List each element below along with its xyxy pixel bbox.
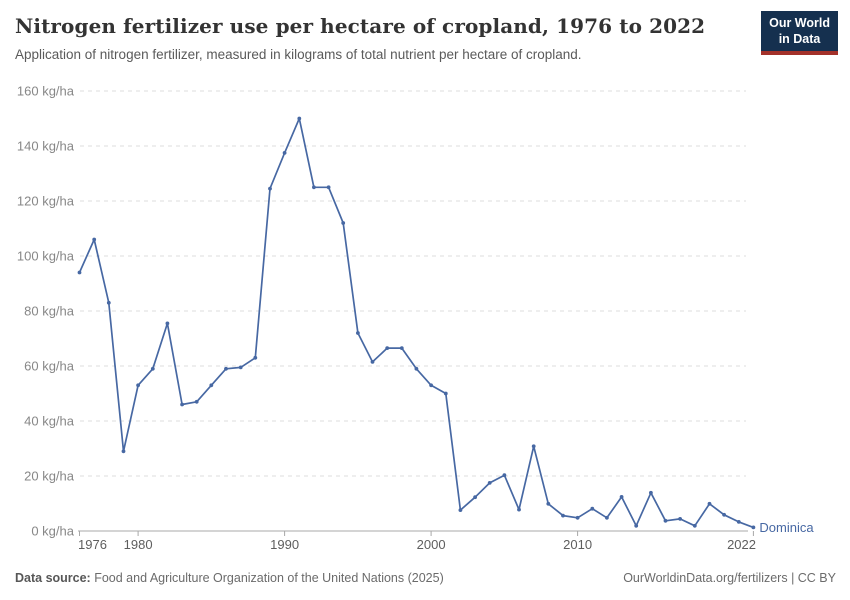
entity-label-dominica[interactable]: Dominica [759, 520, 814, 535]
data-point[interactable] [619, 495, 624, 499]
data-point[interactable] [736, 520, 741, 524]
chart-subtitle: Application of nitrogen fertilizer, meas… [15, 47, 582, 62]
data-point[interactable] [341, 221, 346, 225]
data-point[interactable] [370, 360, 375, 364]
chart-footer: Data source: Food and Agriculture Organi… [15, 571, 836, 585]
data-point[interactable] [443, 391, 448, 396]
data-point[interactable] [531, 444, 536, 449]
owid-logo-line1: Our World [769, 16, 830, 30]
data-point[interactable] [575, 515, 580, 520]
license-link[interactable]: OurWorldinData.org/fertilizers | CC BY [623, 571, 836, 585]
data-point[interactable] [473, 495, 477, 500]
data-point[interactable] [663, 518, 668, 523]
data-point[interactable] [722, 512, 726, 517]
data-point[interactable] [605, 515, 609, 520]
y-axis-tick-label: 120 kg/ha [17, 194, 75, 209]
data-point[interactable] [150, 366, 155, 371]
data-point[interactable] [209, 383, 214, 388]
data-point[interactable] [121, 449, 126, 454]
data-point[interactable] [487, 481, 492, 485]
data-point[interactable] [546, 501, 551, 506]
data-point[interactable] [385, 346, 390, 350]
data-point[interactable] [429, 383, 433, 388]
data-point[interactable] [634, 523, 639, 528]
y-axis-tick-label: 140 kg/ha [17, 139, 75, 154]
x-axis-tick-label: 1990 [270, 537, 299, 552]
x-axis-tick-label: 2000 [417, 537, 446, 552]
data-point[interactable] [224, 366, 228, 371]
data-source-text: Food and Agriculture Organization of the… [94, 571, 444, 585]
data-point[interactable] [590, 506, 595, 511]
owid-logo[interactable]: Our World in Data [761, 11, 838, 56]
data-point[interactable] [751, 525, 756, 530]
data-point[interactable] [312, 185, 316, 190]
y-axis-tick-label: 160 kg/ha [17, 84, 75, 99]
data-point[interactable] [414, 366, 419, 371]
data-point[interactable] [399, 346, 404, 350]
y-axis-tick-label: 20 kg/ha [24, 469, 75, 484]
data-point[interactable] [678, 517, 682, 521]
data-point[interactable] [502, 473, 507, 478]
data-point[interactable] [692, 523, 697, 528]
data-source-label: Data source: [15, 571, 91, 585]
data-point[interactable] [180, 402, 185, 407]
y-axis-tick-label: 100 kg/ha [17, 249, 75, 264]
data-point[interactable] [326, 185, 331, 190]
x-axis-tick-label: 1976 [78, 537, 107, 552]
owid-logo-line2: in Data [778, 31, 821, 46]
data-point[interactable] [517, 507, 521, 512]
chart-header: Nitrogen fertilizer use per hectare of c… [15, 14, 758, 62]
data-point[interactable] [92, 237, 97, 242]
data-point[interactable] [356, 331, 360, 335]
y-axis-tick-label: 40 kg/ha [24, 414, 75, 429]
data-point[interactable] [136, 383, 141, 388]
data-point[interactable] [77, 270, 82, 275]
data-point[interactable] [268, 186, 272, 191]
x-axis-tick-label: 2010 [563, 537, 592, 552]
data-source-note: Data source: Food and Agriculture Organi… [15, 571, 444, 585]
data-point[interactable] [297, 116, 302, 121]
data-point[interactable] [165, 321, 170, 326]
data-point[interactable] [238, 365, 243, 370]
y-axis-tick-label: 60 kg/ha [24, 359, 75, 374]
data-point[interactable] [282, 151, 287, 155]
data-point[interactable] [253, 355, 258, 360]
x-axis-tick-label: 2022 [727, 537, 756, 552]
data-point[interactable] [106, 300, 111, 305]
x-axis-tick-label: 1980 [124, 537, 153, 552]
y-axis-tick-label: 0 kg/ha [31, 524, 74, 539]
y-axis-tick-label: 80 kg/ha [24, 304, 75, 319]
data-point[interactable] [649, 490, 653, 495]
chart-title: Nitrogen fertilizer use per hectare of c… [15, 14, 706, 38]
data-point[interactable] [561, 513, 565, 518]
data-point[interactable] [458, 508, 463, 512]
data-point[interactable] [707, 501, 712, 506]
data-line-dominica[interactable] [78, 117, 755, 529]
data-point[interactable] [194, 399, 199, 404]
